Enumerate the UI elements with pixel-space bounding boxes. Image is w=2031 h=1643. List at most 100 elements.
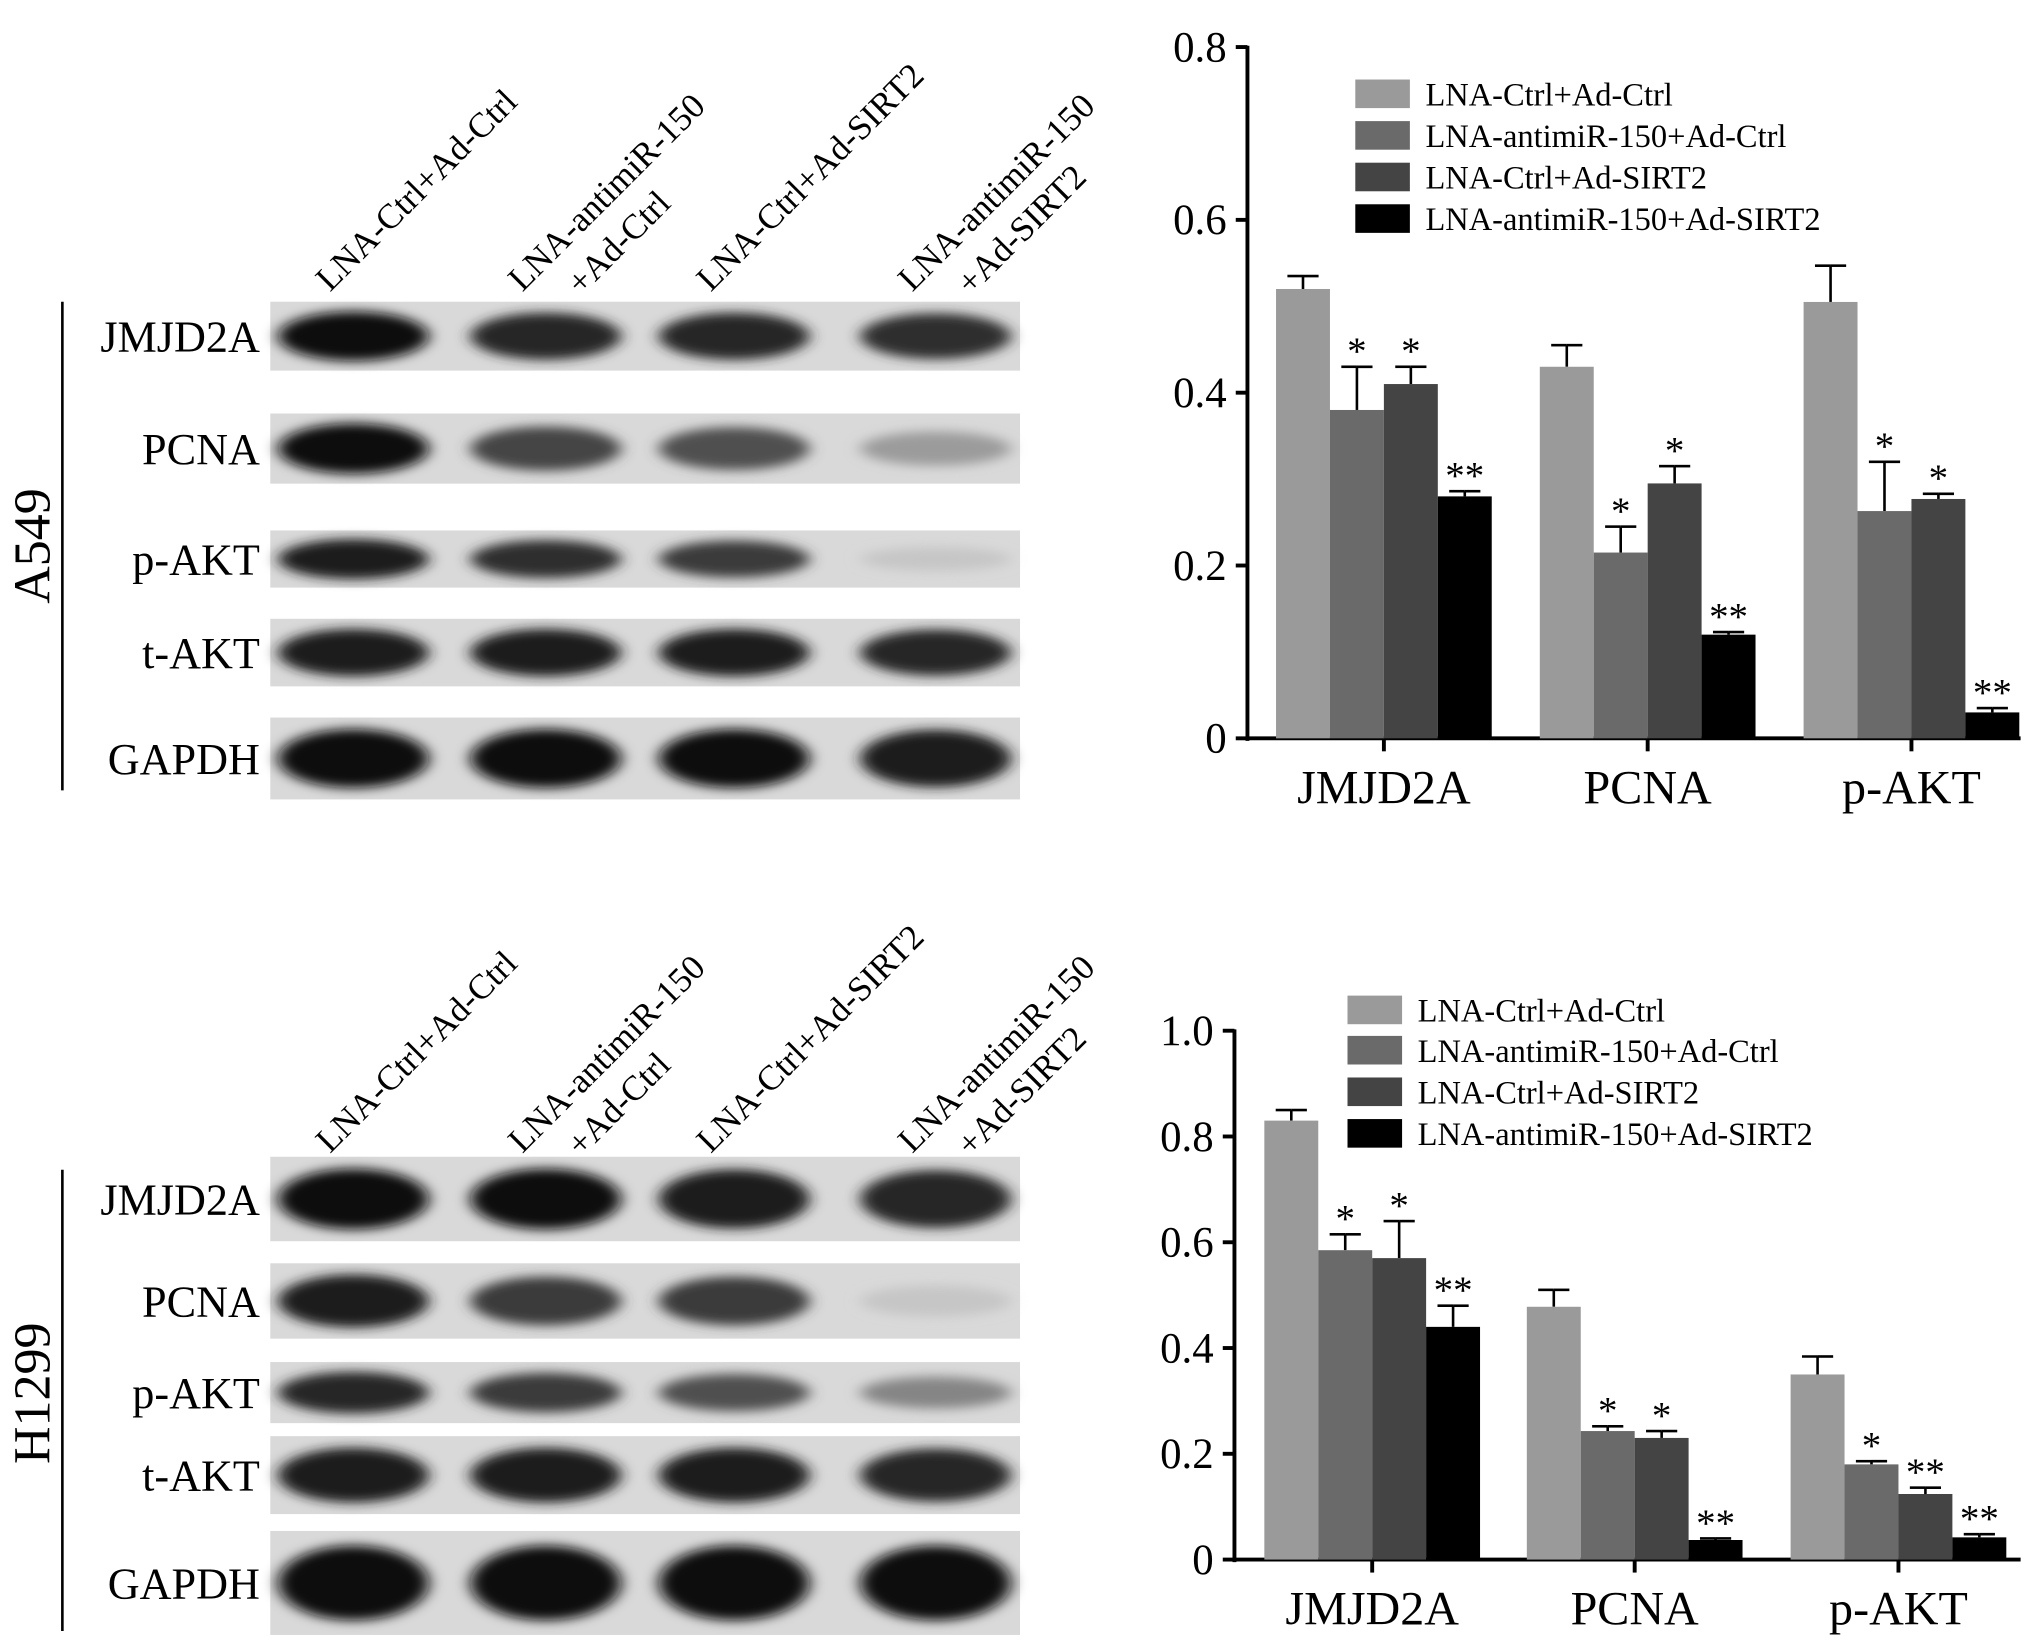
lane-label: LNA-antimiR-150+Ad-Ctrl [500, 86, 743, 329]
significance-mark: * [1652, 1394, 1671, 1437]
bar-chart-1: 0 0.2 0.4 0.6 0.8 JMJD2A PCNA p-AKT LNA-Ctrl+Ad-… [1173, 24, 2021, 814]
y-tick-label: 0.8 [1160, 1114, 1214, 1161]
significance-mark: ** [1434, 1269, 1473, 1312]
y-tick-label: 0.8 [1173, 24, 1227, 71]
blot-band [658, 312, 810, 360]
blot-band [658, 729, 810, 788]
y-tick-label: 0.4 [1160, 1325, 1214, 1372]
x-tick-label: PCNA [1571, 1583, 1699, 1636]
legend-label: LNA-Ctrl+Ad-Ctrl [1425, 78, 1672, 114]
legend-label: LNA-Ctrl+Ad-SIRT2 [1418, 1075, 1700, 1111]
legend-label: LNA-antimiR-150+Ad-SIRT2 [1418, 1117, 1813, 1153]
blot-band [860, 1448, 1011, 1502]
blot-band [860, 1170, 1011, 1228]
legend-label: LNA-Ctrl+Ad-Ctrl [1418, 994, 1665, 1030]
legend-label: LNA-antimiR-150+Ad-Ctrl [1418, 1034, 1779, 1070]
blot-band [470, 628, 622, 677]
bar [1264, 1120, 1319, 1560]
bar [1844, 1464, 1899, 1560]
lane-label: LNA-Ctrl+Ad-SIRT2 [689, 917, 932, 1160]
blot-band [278, 311, 429, 361]
bar [1952, 1537, 2007, 1560]
blot-band [658, 427, 810, 471]
bar [1329, 409, 1384, 739]
bar [1857, 511, 1912, 739]
lane-label-line: LNA-Ctrl+Ad-SIRT2 [689, 56, 932, 299]
significance-mark: ** [1445, 455, 1484, 498]
blot-row-label: GAPDH [108, 1560, 260, 1609]
blot-band [860, 547, 1011, 571]
blot-row-label: PCNA [142, 425, 260, 474]
significance-mark: * [1665, 430, 1684, 473]
significance-mark: ** [1906, 1451, 1945, 1494]
lane-label: LNA-antimiR-150+Ad-SIRT2 [890, 86, 1133, 329]
blot-band [470, 1168, 622, 1230]
blot-band [278, 1274, 429, 1328]
significance-mark: * [1598, 1390, 1617, 1433]
significance-mark: ** [1709, 595, 1748, 638]
lane-label: LNA-Ctrl+Ad-Ctrl [308, 943, 525, 1160]
significance-mark: * [1347, 330, 1366, 373]
legend-swatch [1355, 79, 1410, 109]
blot-band [860, 313, 1011, 360]
blot-row-label: JMJD2A [100, 1176, 260, 1225]
blot-band [470, 539, 622, 579]
legend-swatch [1347, 995, 1403, 1025]
x-tick-label: PCNA [1584, 761, 1712, 814]
blot-row-label: p-AKT [132, 1369, 260, 1418]
x-tick-label: p-AKT [1829, 1583, 1968, 1636]
y-tick-label: 0.2 [1160, 1431, 1214, 1478]
bar [1276, 288, 1330, 739]
blot-band [658, 1447, 810, 1503]
y-tick-label: 1.0 [1160, 1008, 1214, 1055]
blot-band [658, 1169, 810, 1229]
bar [1383, 384, 1438, 739]
blot-band [278, 628, 429, 677]
y-tick-label: 0.6 [1173, 197, 1227, 244]
lane-label: LNA-antimiR-150+Ad-Ctrl [500, 948, 743, 1191]
significance-mark: * [1929, 457, 1948, 500]
blot-band [470, 1372, 622, 1413]
blot-band [658, 540, 810, 578]
bar [1437, 496, 1492, 739]
y-tick-label: 0.2 [1173, 543, 1227, 590]
significance-mark: * [1335, 1198, 1354, 1241]
bar [1790, 1374, 1845, 1560]
blot-panel-h1299: H1299 LNA-Ctrl+Ad-CtrlLNA-antimiR-150+Ad-… [4, 917, 1102, 1635]
significance-mark: ** [1696, 1502, 1735, 1545]
bar [1426, 1326, 1481, 1560]
bar [1318, 1250, 1373, 1560]
legend-swatch [1347, 1035, 1403, 1065]
blot-row-label: JMJD2A [100, 313, 260, 362]
bar [1701, 634, 1756, 739]
blot-band [470, 1545, 622, 1621]
blot-band [860, 729, 1011, 788]
blot-band [470, 729, 622, 788]
legend-swatch [1355, 121, 1410, 150]
cell-line-label: H1299 [4, 1323, 61, 1464]
blot-band [860, 1376, 1011, 1409]
y-tick-label: 0 [1205, 716, 1226, 763]
legend-label: LNA-antimiR-150+Ad-Ctrl [1425, 119, 1786, 155]
bar [1688, 1540, 1743, 1560]
blot-band [658, 1276, 810, 1326]
blot-row-label: GAPDH [108, 735, 260, 784]
legend-swatch [1355, 204, 1410, 233]
lane-label-line: LNA-Ctrl+Ad-Ctrl [308, 943, 525, 1160]
blot-band [470, 312, 622, 360]
blot-band [278, 538, 429, 580]
y-tick-label: 0 [1192, 1537, 1213, 1584]
cell-line-label: A549 [4, 488, 61, 603]
blot-band [860, 431, 1011, 466]
blot-band [278, 729, 429, 788]
blot-band [470, 1447, 622, 1503]
blot-band [658, 1373, 810, 1412]
blot-row-label: t-AKT [142, 1452, 260, 1501]
y-tick-label: 0.4 [1173, 370, 1227, 417]
legend-swatch [1347, 1119, 1403, 1148]
significance-mark: ** [1973, 671, 2012, 714]
blot-band [278, 423, 429, 474]
lane-label: LNA-Ctrl+Ad-SIRT2 [689, 56, 932, 299]
blot-band [278, 1545, 429, 1621]
